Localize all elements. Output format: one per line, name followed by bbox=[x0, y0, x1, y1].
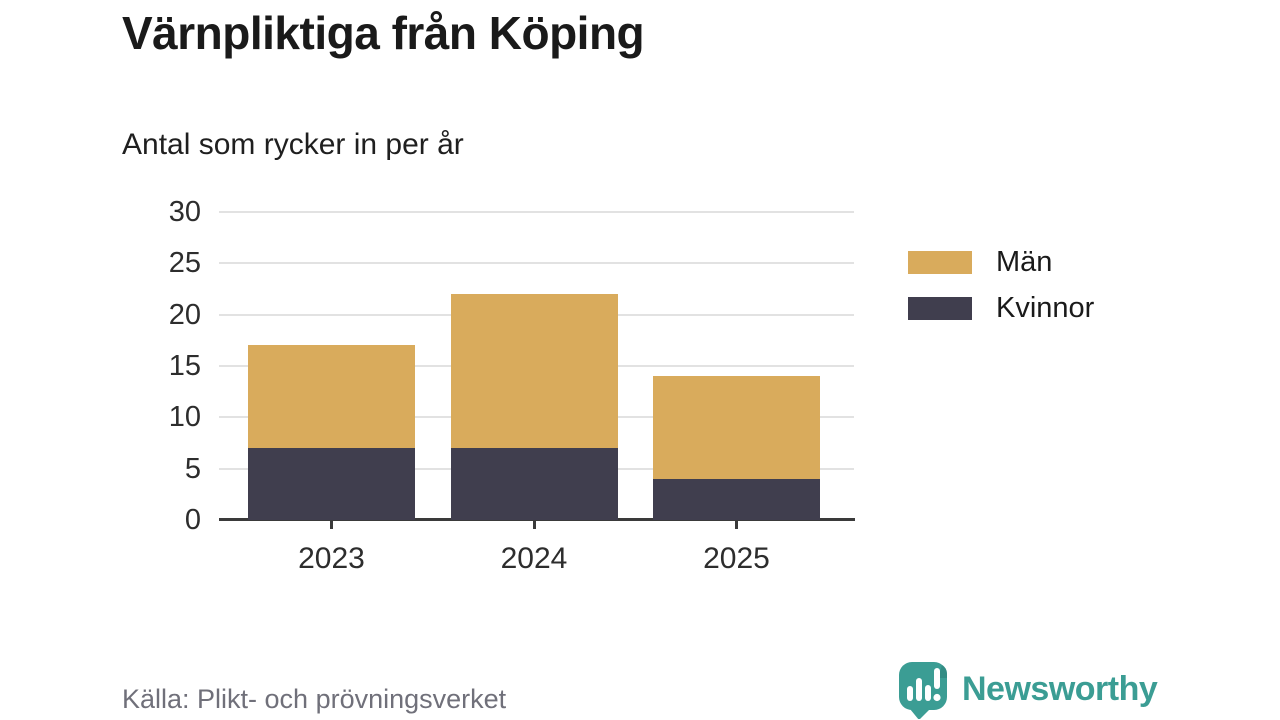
legend-swatch-män bbox=[908, 250, 972, 274]
y-axis-label-25: 25 bbox=[168, 247, 201, 280]
x-axis-label-2024: 2024 bbox=[500, 542, 568, 575]
y-axis-label-20: 20 bbox=[168, 298, 201, 331]
y-axis-label-15: 15 bbox=[168, 350, 201, 382]
x-axis-label-2025: 2025 bbox=[703, 542, 770, 575]
legend-item-män: Män bbox=[908, 245, 1094, 279]
y-axis-label-30: 30 bbox=[168, 196, 201, 228]
bar-segment-män-2023 bbox=[248, 345, 415, 449]
x-axis-tick-2025 bbox=[735, 521, 738, 529]
source-caption: Källa: Plikt- och prövningsverket bbox=[122, 684, 507, 714]
x-axis-label-2023: 2023 bbox=[298, 542, 365, 575]
bar-segment-kvinnor-2024 bbox=[450, 448, 618, 520]
gridline-30 bbox=[219, 211, 854, 213]
legend-label-män: Män bbox=[996, 246, 1053, 278]
legend-item-kvinnor: Kvinnor bbox=[908, 291, 1094, 325]
y-axis-label-0: 0 bbox=[184, 504, 201, 536]
plot-area: 0 5 10 15 20 25 30 2023 2024 2025 bbox=[169, 196, 855, 575]
legend-swatch-kvinnor bbox=[908, 296, 972, 320]
newsworthy-bubble-chart-icon bbox=[896, 659, 952, 720]
y-axis-label-5: 5 bbox=[184, 452, 201, 485]
bar-segment-män-2024 bbox=[450, 294, 618, 449]
legend-label-kvinnor: Kvinnor bbox=[996, 292, 1095, 324]
bar-segment-kvinnor-2025 bbox=[653, 478, 820, 520]
newsworthy-wordmark: Newsworthy bbox=[962, 669, 1158, 708]
newsworthy-logo: Newsworthy bbox=[896, 659, 1158, 720]
y-axis-label-10: 10 bbox=[168, 401, 201, 434]
gridline-25 bbox=[219, 262, 854, 265]
legend: Män Kvinnor bbox=[908, 245, 1094, 325]
chart-subtitle: Antal som rycker in per år bbox=[122, 128, 464, 161]
x-axis-tick-2024 bbox=[532, 521, 536, 529]
chart-title: Värnpliktiga från Köping bbox=[122, 7, 645, 59]
x-axis-tick-2023 bbox=[330, 521, 333, 529]
bar-segment-män-2025 bbox=[653, 376, 820, 479]
bar-segment-kvinnor-2023 bbox=[248, 448, 415, 520]
